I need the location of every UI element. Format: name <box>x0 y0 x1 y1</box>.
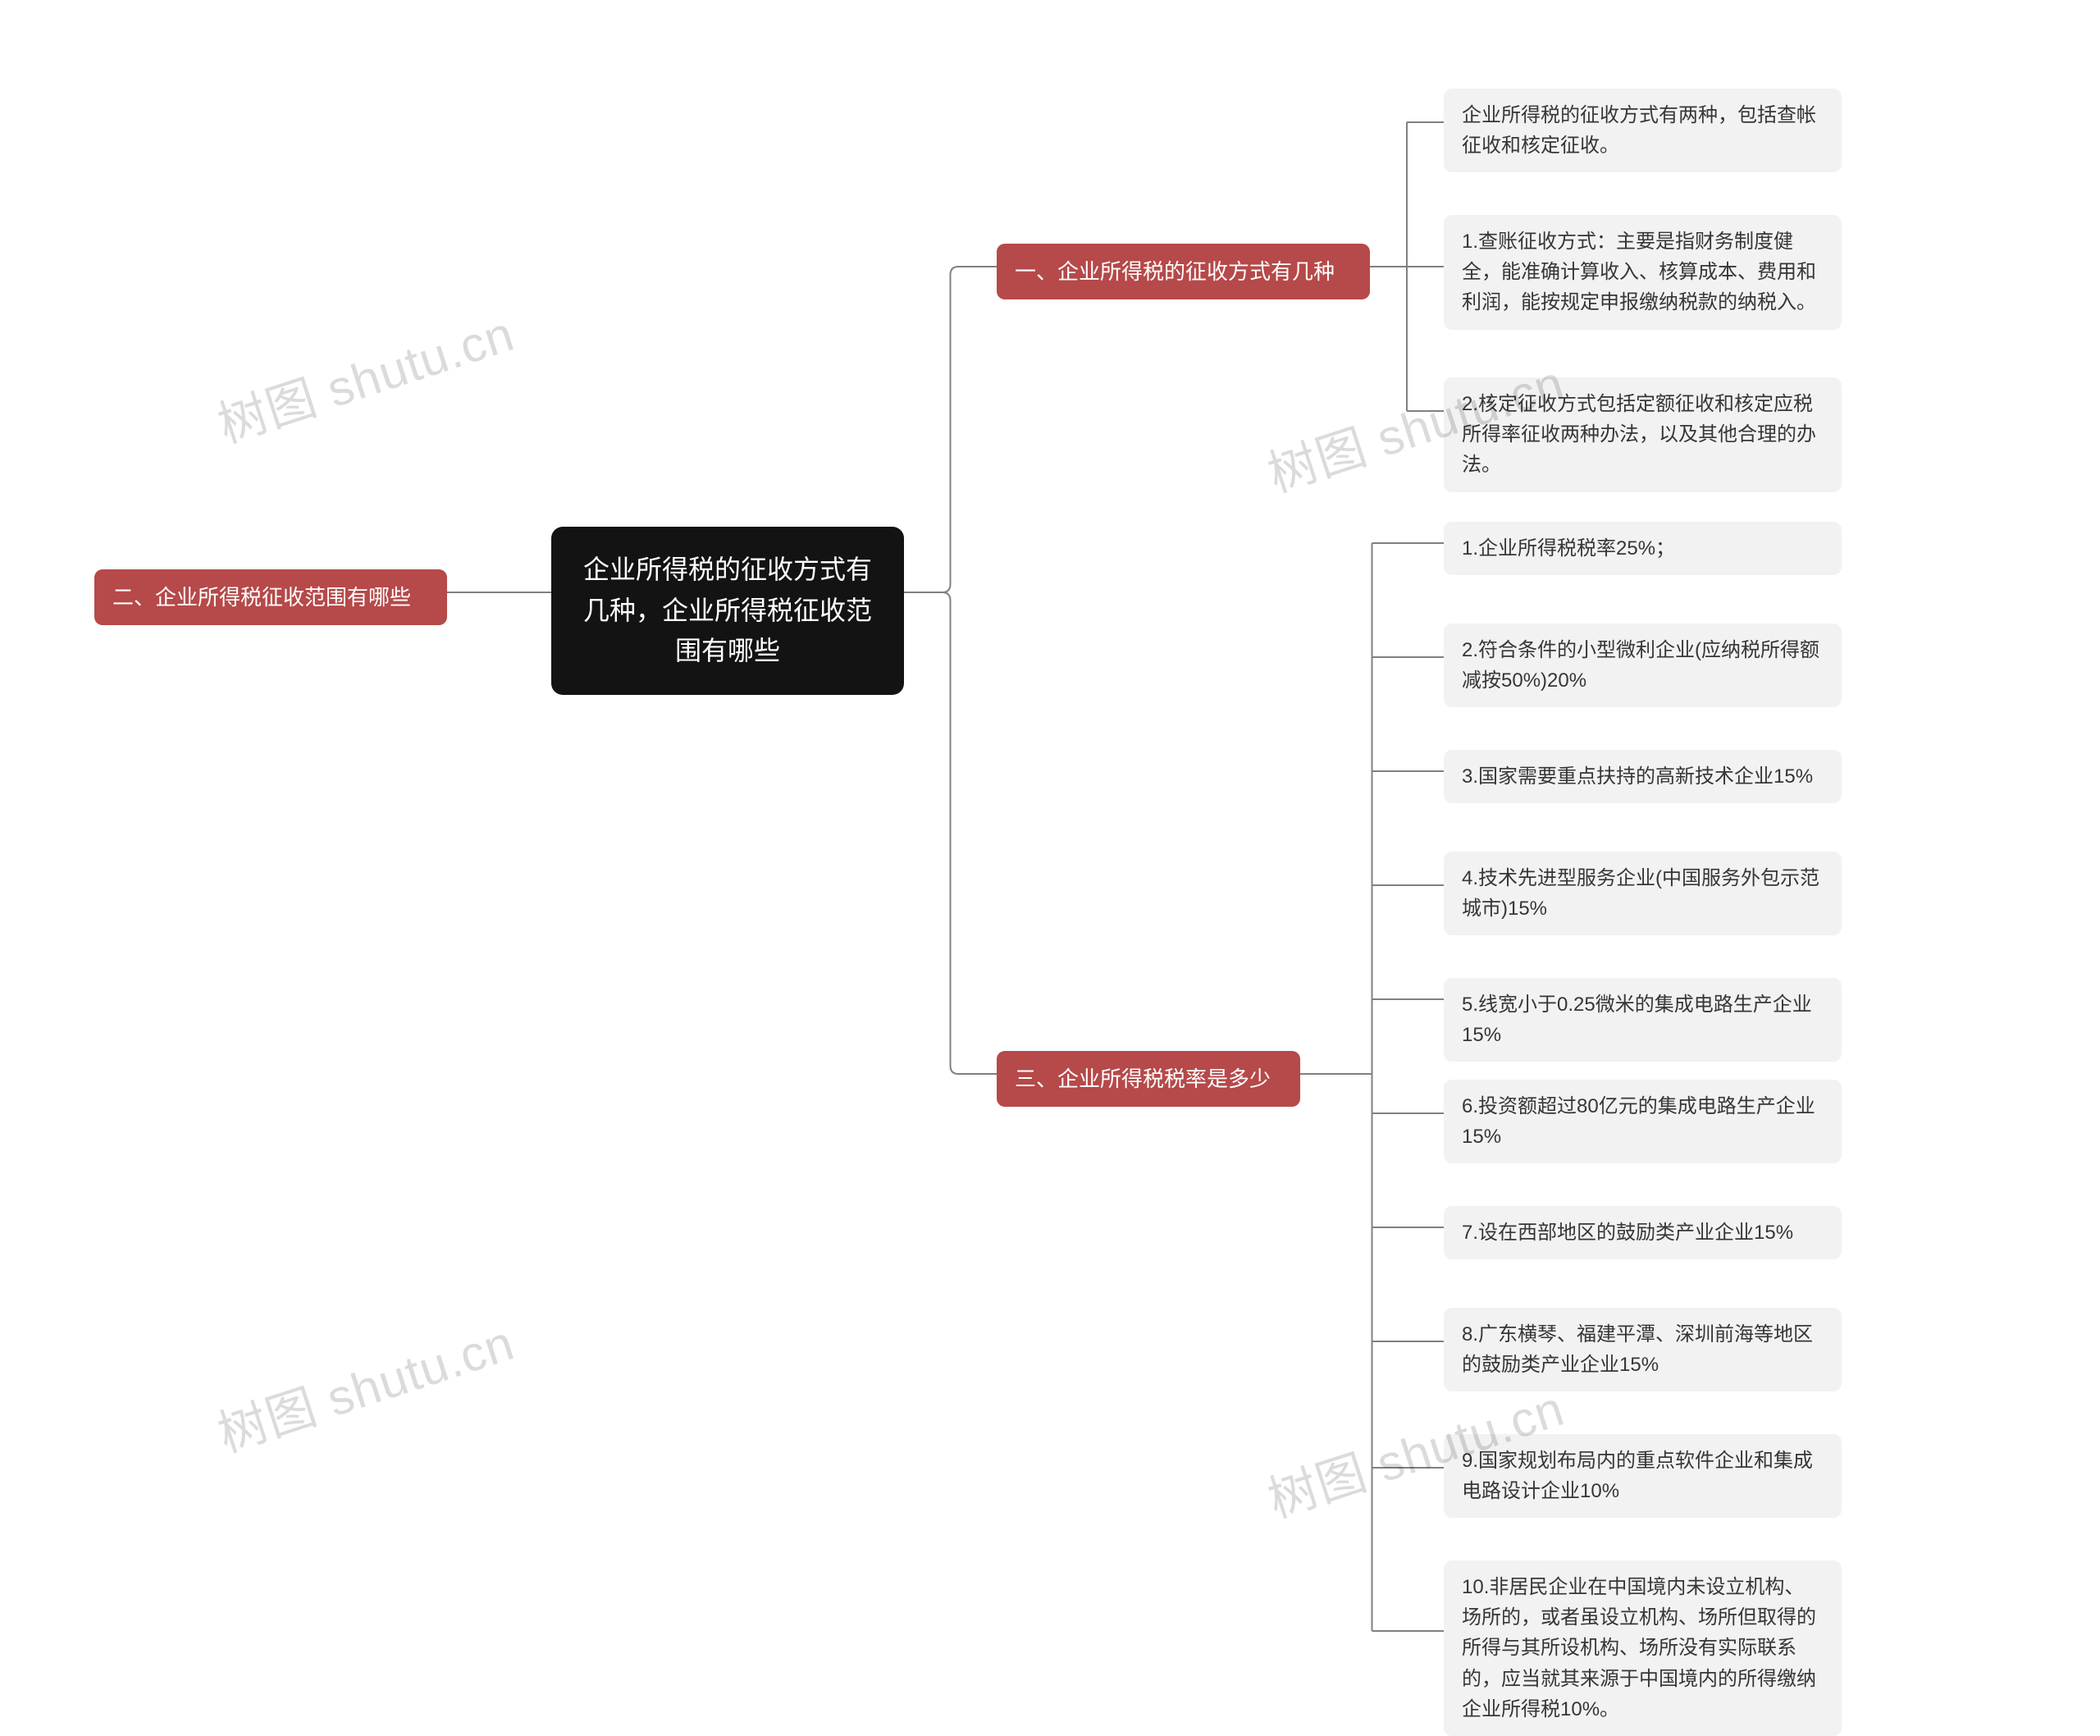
leaf-b3-0: 1.企业所得税税率25%； <box>1444 522 1842 575</box>
leaf-b3-1: 2.符合条件的小型微利企业(应纳税所得额减按50%)20% <box>1444 624 1842 707</box>
branch-right-3: 三、企业所得税税率是多少 <box>997 1051 1300 1107</box>
leaf-b3-9: 10.非居民企业在中国境内未设立机构、场所的，或者虽设立机构、场所但取得的所得与… <box>1444 1560 1842 1736</box>
watermark: 树图 shutu.cn <box>208 1304 522 1466</box>
leaf-b3-7: 8.广东横琴、福建平潭、深圳前海等地区的鼓励类产业企业15% <box>1444 1308 1842 1391</box>
mindmap-root: 企业所得税的征收方式有几种，企业所得税征收范围有哪些 <box>551 527 904 695</box>
watermark: 树图 shutu.cn <box>208 295 522 457</box>
branch-right-1: 一、企业所得税的征收方式有几种 <box>997 244 1370 299</box>
leaf-b1-1: 1.查账征收方式：主要是指财务制度健全，能准确计算收入、核算成本、费用和利润，能… <box>1444 215 1842 330</box>
leaf-b3-8: 9.国家规划布局内的重点软件企业和集成电路设计企业10% <box>1444 1434 1842 1518</box>
leaf-b1-2: 2.核定征收方式包括定额征收和核定应税所得率征收两种办法，以及其他合理的办法。 <box>1444 377 1842 492</box>
leaf-b3-3: 4.技术先进型服务企业(中国服务外包示范城市)15% <box>1444 852 1842 935</box>
leaf-b3-6: 7.设在西部地区的鼓励类产业企业15% <box>1444 1206 1842 1259</box>
leaf-b3-4: 5.线宽小于0.25微米的集成电路生产企业15% <box>1444 978 1842 1062</box>
leaf-b3-5: 6.投资额超过80亿元的集成电路生产企业15% <box>1444 1080 1842 1163</box>
branch-left: 二、企业所得税征收范围有哪些 <box>94 569 447 625</box>
leaf-b3-2: 3.国家需要重点扶持的高新技术企业15% <box>1444 750 1842 803</box>
leaf-b1-0: 企业所得税的征收方式有两种，包括查帐征收和核定征收。 <box>1444 89 1842 172</box>
